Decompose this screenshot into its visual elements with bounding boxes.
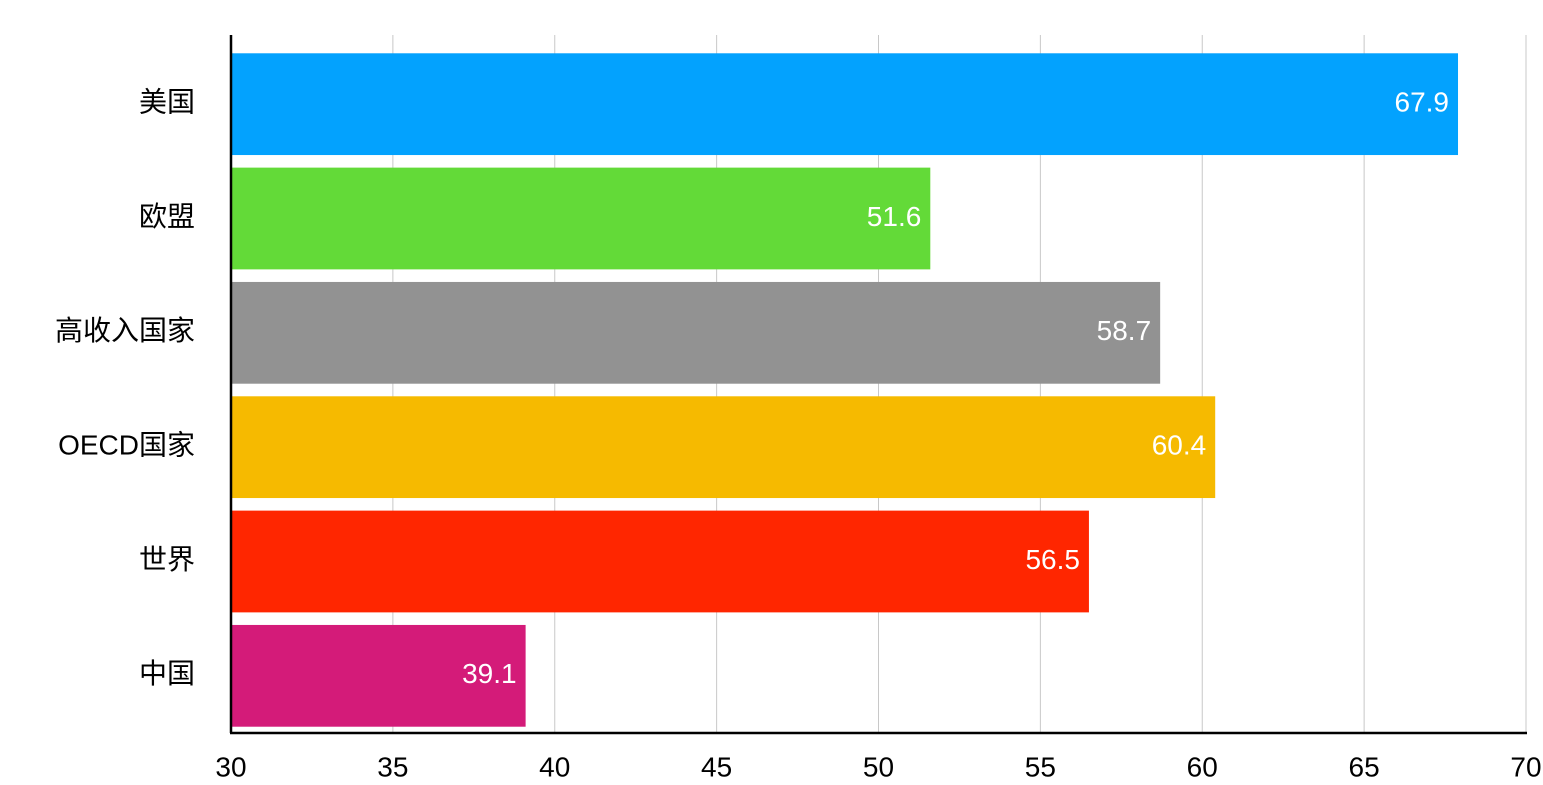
bar [231, 510, 1089, 613]
y-tick-label: 中国 [139, 658, 195, 689]
x-tick-label: 40 [539, 751, 570, 782]
y-tick-label: 高收入国家 [55, 315, 195, 346]
x-tick-label: 35 [377, 751, 408, 782]
value-label: 51.6 [867, 201, 922, 232]
x-tick-label: 60 [1187, 751, 1218, 782]
x-tick-label: 45 [701, 751, 732, 782]
value-label: 67.9 [1395, 87, 1450, 118]
bar [231, 53, 1459, 156]
x-tick-label: 70 [1510, 751, 1541, 782]
bar [231, 396, 1216, 499]
value-label: 39.1 [462, 658, 517, 689]
value-label: 58.7 [1097, 315, 1152, 346]
y-tick-label: 美国 [139, 87, 195, 118]
bars [231, 53, 1459, 727]
bar [231, 281, 1161, 384]
y-tick-label: 欧盟 [139, 201, 195, 232]
bar [231, 167, 931, 270]
y-tick-label: OECD国家 [58, 430, 195, 461]
x-tick-label: 30 [215, 751, 246, 782]
x-tick-label: 65 [1349, 751, 1380, 782]
value-label: 60.4 [1152, 430, 1207, 461]
bar [231, 624, 526, 727]
labels: 30 35 40 45 50 55 60 65 70 67.9 美国 51.6 欧盟 58.7 高收入国家 6… [55, 35, 1542, 782]
y-tick-label: 世界 [139, 544, 195, 575]
x-tick-label: 55 [1025, 751, 1056, 782]
x-tick-label: 50 [863, 751, 894, 782]
value-label: 56.5 [1025, 544, 1080, 575]
